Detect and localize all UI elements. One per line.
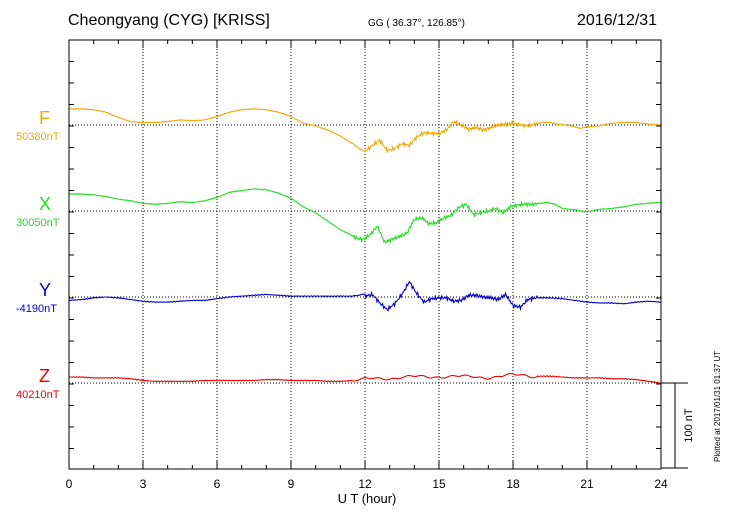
series-line-y <box>68 280 662 312</box>
series-line-x <box>68 188 661 244</box>
series-line-f <box>68 107 662 153</box>
x-tick-label: 21 <box>580 477 594 491</box>
x-tick-label: 12 <box>358 477 372 491</box>
series-baseline-y: -4190nT <box>16 303 57 315</box>
x-axis-label: U T (hour) <box>338 491 397 506</box>
series-baseline-x: 30050nT <box>16 217 60 229</box>
x-tick-label: 9 <box>288 477 295 491</box>
x-tick-label: 3 <box>140 477 147 491</box>
scale-bar-label: 100 nT <box>683 408 695 443</box>
series-name-f: F <box>39 108 50 128</box>
x-tick-label: 18 <box>506 477 520 491</box>
series-curves <box>68 107 662 384</box>
series-baseline-f: 50380nT <box>16 131 60 143</box>
series-name-z: Z <box>39 366 50 386</box>
x-tick-label: 0 <box>66 477 73 491</box>
plot-frame <box>68 39 662 470</box>
coordinates-label: GG ( 36.37°, 126.85°) <box>368 18 465 29</box>
scale-bar: 100 nT <box>661 382 695 469</box>
series-line-z <box>69 372 662 384</box>
series-baseline-z: 40210nT <box>16 389 60 401</box>
x-tick-label: 6 <box>214 477 221 491</box>
series-name-y: Y <box>39 280 52 300</box>
date-label: 2016/12/31 <box>577 12 658 29</box>
station-title: Cheongyang (CYG) [KRISS] <box>68 12 270 29</box>
x-tick-label: 24 <box>654 477 668 491</box>
grid-lines <box>142 40 588 469</box>
axis-ticks: 0 3 6 9 12 15 18 21 24 <box>66 39 668 491</box>
x-tick-label: 15 <box>432 477 446 491</box>
series-name-x: X <box>39 194 52 214</box>
